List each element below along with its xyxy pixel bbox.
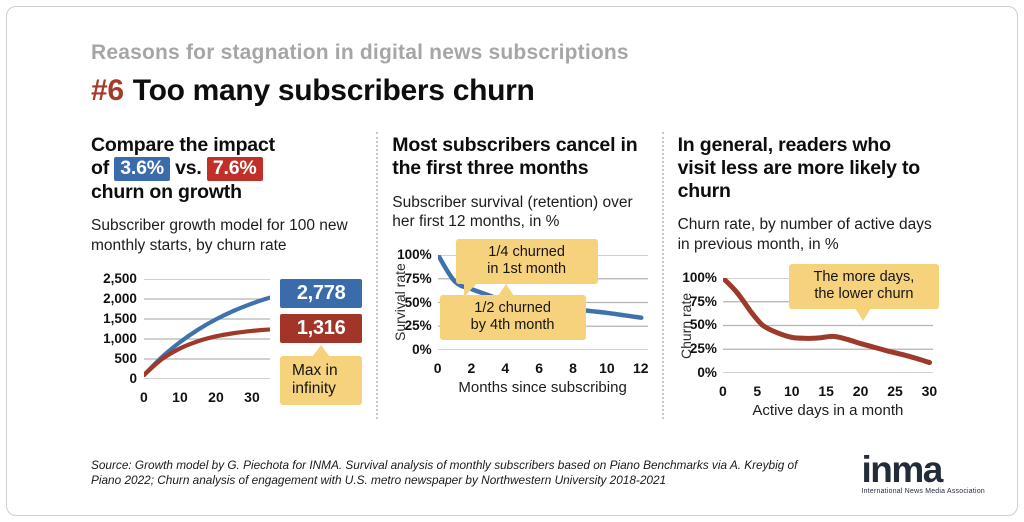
x-tick-12: 12 [633, 360, 649, 377]
callout-pointer-down-icon [854, 307, 871, 321]
churn-x-axis-ticks: 0 5 10 15 20 25 30 [719, 382, 937, 400]
survival-chart-area: Survival rate 0% 25% 50% 75% 100% 1/4 churne… [392, 239, 649, 397]
churn-badge-blue: 3.6% [114, 156, 170, 181]
y-tick-2,000: 2,000 [103, 291, 137, 307]
inma-logo: inma International News Media Associatio… [861, 448, 985, 495]
x-tick-10: 10 [172, 388, 188, 405]
column-survival-heading: Most subscribers cancel in the first thr… [392, 134, 638, 179]
heading-of: of [91, 156, 110, 179]
column-growth-subtitle: Subscriber growth model for 100 new mont… [91, 217, 348, 254]
y-tick-75%: 75% [404, 271, 432, 287]
inma-logo-word: inma [861, 448, 943, 490]
y-tick-50%: 50% [689, 317, 717, 333]
x-tick-10: 10 [783, 382, 800, 399]
survival-y-axis-ticks: 0% 25% 50% 75% 100% [397, 247, 432, 357]
y-tick-25%: 25% [689, 341, 717, 357]
callout-first-month: 1/4 churned in 1st month [455, 239, 598, 297]
growth-labels: 2,778 1,316 Max in infinity [279, 278, 363, 405]
column-growth-heading: Compare the impact of 3.6% vs. 7.6% chur… [91, 134, 362, 203]
growth-line-chart [141, 278, 273, 380]
inma-logo-tagline: International News Media Association [861, 488, 985, 495]
churn-y-axis-ticks: 0% 25% 50% 75% 100% [682, 270, 717, 380]
callout-max-infinity: Max in infinity [279, 344, 363, 405]
heading-line1: Compare the impact [91, 134, 275, 156]
column-engagement-heading: In general, readers who visit less are m… [677, 134, 921, 202]
callout-more-days: The more days, the lower churn [788, 263, 939, 321]
churn-x-axis-title: Active days in a month [752, 401, 904, 419]
x-tick-25: 25 [887, 382, 903, 399]
page-title: #6 Too many subscribers churn [91, 74, 947, 108]
column-engagement-subtitle: Churn rate, by number of active days in … [677, 216, 932, 253]
source-note: Source: Growth model by G. Piechota for … [91, 457, 798, 488]
survival-x-axis-ticks: 0 2 4 6 8 10 12 [434, 360, 649, 377]
callout-pointer-downleft-icon [463, 282, 477, 297]
column-survival: Most subscribers cancel in the first thr… [376, 132, 661, 419]
x-tick-8: 8 [569, 360, 577, 377]
y-tick-1,500: 1,500 [103, 311, 137, 327]
y-tick-0%: 0% [697, 365, 717, 381]
x-tick-4: 4 [501, 360, 510, 377]
y-tick-2,500: 2,500 [103, 271, 137, 287]
slide: Reasons for stagnation in digital news s… [6, 6, 1018, 516]
y-tick-75%: 75% [689, 293, 717, 309]
churn-badge-red: 7.6% [206, 156, 263, 181]
survival-plot: 1/4 churned in 1st month 1/2 churned by … [434, 239, 649, 397]
x-tick-0: 0 [433, 360, 442, 377]
x-tick-5: 5 [753, 382, 762, 399]
growth-plot: 0 10 20 30 [140, 278, 273, 406]
heading-line3: churn on growth [91, 180, 242, 203]
growth-chart-area: 0 500 1,000 1,500 2,000 2,500 0 10 20 30 2,778 1… [91, 271, 363, 406]
survival-x-axis-title: Months since subscribing [458, 379, 627, 397]
growth-x-axis-ticks: 0 10 20 30 [140, 388, 270, 406]
y-tick-1,000: 1,000 [103, 331, 137, 347]
y-tick-100%: 100% [682, 270, 717, 286]
footer: Source: Growth model by G. Piechota for … [91, 450, 999, 495]
growth-y-axis-ticks: 0 500 1,000 1,500 2,000 2,500 [91, 271, 137, 386]
title-number: #6 [91, 74, 124, 107]
callout-pointer-up-icon [311, 344, 330, 357]
y-tick-0: 0 [129, 371, 137, 387]
x-tick-20: 20 [208, 388, 224, 405]
x-tick-20: 20 [852, 382, 869, 399]
callout-pointer-up-icon [497, 284, 514, 297]
y-tick-0%: 0% [412, 342, 432, 358]
column-growth: Compare the impact of 3.6% vs. 7.6% chur… [91, 132, 376, 419]
callout-fourth-month: 1/2 churned by 4th month [439, 284, 586, 340]
y-tick-50%: 50% [404, 294, 432, 310]
churn-chart-area: Churn rate 0% 25% 50% 75% 100% The more days… [678, 263, 939, 419]
max-value-red: 1,316 [279, 313, 363, 343]
x-tick-6: 6 [535, 360, 544, 377]
column-survival-subtitle: Subscriber survival (retention) over her… [392, 193, 633, 230]
max-value-blue: 2,778 [279, 278, 363, 308]
x-tick-30: 30 [921, 382, 938, 399]
x-tick-0: 0 [718, 382, 727, 399]
x-tick-2: 2 [467, 360, 476, 377]
title-text: Too many subscribers churn [132, 74, 535, 107]
heading-vs: vs. [175, 156, 202, 179]
x-tick-10: 10 [599, 360, 615, 377]
columns: Compare the impact of 3.6% vs. 7.6% chur… [91, 132, 947, 419]
y-tick-25%: 25% [404, 318, 432, 334]
x-tick-0: 0 [140, 388, 148, 405]
y-tick-100%: 100% [397, 247, 432, 263]
churn-plot: The more days, the lower churn 0 5 10 15 20 2… [719, 263, 939, 419]
column-engagement: In general, readers who visit less are m… [661, 132, 947, 419]
x-tick-15: 15 [818, 382, 834, 399]
y-tick-500: 500 [114, 351, 137, 367]
x-tick-30: 30 [244, 388, 260, 405]
slide-content: Reasons for stagnation in digital news s… [7, 7, 1017, 419]
eyebrow-title: Reasons for stagnation in digital news s… [91, 41, 629, 64]
